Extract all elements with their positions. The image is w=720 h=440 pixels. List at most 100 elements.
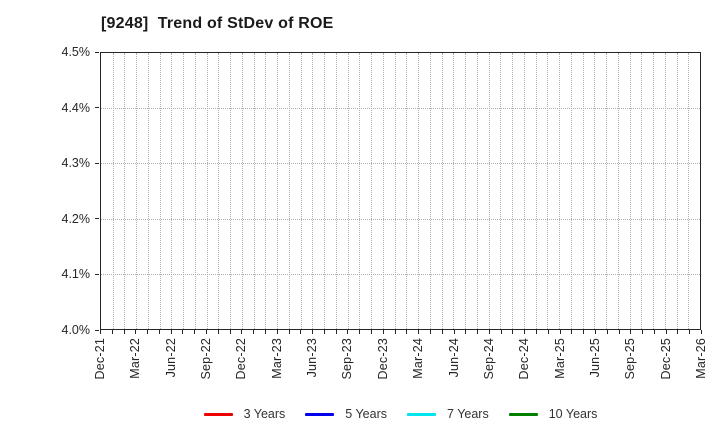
x-axis-tick-label: Sep-23 (340, 338, 355, 380)
x-axis-tick (170, 330, 172, 334)
legend-line-swatch (407, 412, 437, 416)
vertical-gridline (664, 53, 666, 329)
x-axis-tick (477, 330, 479, 334)
vertical-gridline (594, 53, 596, 329)
x-axis-tick (241, 330, 243, 334)
horizontal-gridline (101, 108, 700, 110)
vertical-gridline (688, 53, 690, 329)
vertical-gridline (241, 53, 243, 329)
vertical-gridline (582, 53, 584, 329)
vertical-gridline (136, 53, 138, 329)
plot-area (100, 52, 701, 330)
x-axis-tick (323, 330, 325, 334)
x-axis-tick (312, 330, 314, 334)
y-axis-tick (95, 162, 99, 164)
x-axis-tick (276, 330, 278, 334)
x-axis-tick (111, 330, 113, 334)
vertical-gridline (500, 53, 502, 329)
vertical-gridline (124, 53, 126, 329)
x-axis-tick (630, 330, 632, 334)
legend: 3 Years 5 Years 7 Years 10 Years (100, 400, 701, 428)
legend-line-swatch (203, 412, 233, 416)
x-axis-tick (135, 330, 137, 334)
x-axis-tick (642, 330, 644, 334)
legend-line-swatch (508, 412, 538, 416)
vertical-gridline (159, 53, 161, 329)
x-axis-tick-label: Mar-25 (552, 338, 567, 379)
x-axis-tick-label: Dec-25 (658, 338, 673, 380)
x-axis-tick (217, 330, 219, 334)
x-axis-tick (158, 330, 160, 334)
horizontal-gridline (101, 163, 700, 165)
vertical-gridline (265, 53, 267, 329)
x-axis-tick (335, 330, 337, 334)
x-axis-tick (488, 330, 490, 334)
x-axis-tick (429, 330, 431, 334)
x-axis-tick-label: Mar-22 (128, 338, 143, 379)
y-axis-tick-label: 4.3% (61, 156, 91, 171)
vertical-gridline (335, 53, 337, 329)
x-axis-tick (524, 330, 526, 334)
y-axis-tick-label: 4.4% (61, 100, 91, 115)
vertical-gridline (371, 53, 373, 329)
legend-item: 10 Years (508, 407, 598, 421)
x-axis-tick (253, 330, 255, 334)
vertical-gridline (382, 53, 384, 329)
x-axis-tick (288, 330, 290, 334)
x-axis-tick (453, 330, 455, 334)
x-axis-tick (547, 330, 549, 334)
x-axis-tick (100, 330, 101, 334)
x-axis-tick (123, 330, 125, 334)
x-axis-tick-label: Mar-24 (411, 338, 426, 379)
vertical-gridline (441, 53, 443, 329)
vertical-gridline (453, 53, 455, 329)
vertical-gridline (465, 53, 467, 329)
x-axis-tick (394, 330, 396, 334)
y-axis-tick (95, 107, 99, 109)
vertical-gridline (112, 53, 114, 329)
x-axis-tick (701, 330, 702, 334)
vertical-gridline (406, 53, 408, 329)
vertical-gridline (570, 53, 572, 329)
y-axis-tick (95, 218, 99, 220)
vertical-gridline (617, 53, 619, 329)
y-axis-tick-label: 4.1% (61, 267, 91, 282)
vertical-gridline (559, 53, 561, 329)
x-axis-tick-label: Sep-25 (623, 338, 638, 380)
y-axis-tick (95, 329, 99, 331)
x-axis-tick-label: Jun-25 (587, 338, 602, 378)
x-axis-tick (229, 330, 231, 334)
x-axis-tick (371, 330, 373, 334)
y-axis-labels: 4.5% 4.4% 4.3% 4.2% 4.1% 4.0% (0, 45, 91, 337)
vertical-gridline (194, 53, 196, 329)
x-axis-tick (182, 330, 184, 334)
legend-label: 5 Years (345, 407, 388, 421)
x-axis-tick (689, 330, 691, 334)
vertical-gridline (641, 53, 643, 329)
x-axis-tick (441, 330, 443, 334)
vertical-gridline (394, 53, 396, 329)
vertical-gridline (523, 53, 525, 329)
y-axis-tick (95, 51, 99, 53)
vertical-gridline (206, 53, 208, 329)
x-axis-tick (559, 330, 561, 334)
x-axis-tick-label: Jun-24 (446, 338, 461, 378)
x-axis-tick (206, 330, 208, 334)
x-axis-labels: Dec-21 Mar-22 Jun-22 Sep-22 Dec-22 Mar-23 Jun-… (93, 338, 708, 394)
x-axis-tick (264, 330, 266, 334)
legend-label: 3 Years (243, 407, 286, 421)
vertical-gridline (429, 53, 431, 329)
legend-label: 10 Years (548, 407, 598, 421)
vertical-gridline (300, 53, 302, 329)
x-axis-tick (606, 330, 608, 334)
x-axis-tick-label: Sep-22 (199, 338, 214, 380)
vertical-gridline (183, 53, 185, 329)
legend-line-swatch (305, 412, 335, 416)
y-axis-tick-label: 4.2% (61, 211, 91, 226)
x-axis-tick-label: Dec-22 (234, 338, 249, 380)
vertical-gridline (324, 53, 326, 329)
x-axis-tick-label: Sep-24 (481, 338, 496, 380)
vertical-gridline (218, 53, 220, 329)
x-axis-tick (418, 330, 420, 334)
